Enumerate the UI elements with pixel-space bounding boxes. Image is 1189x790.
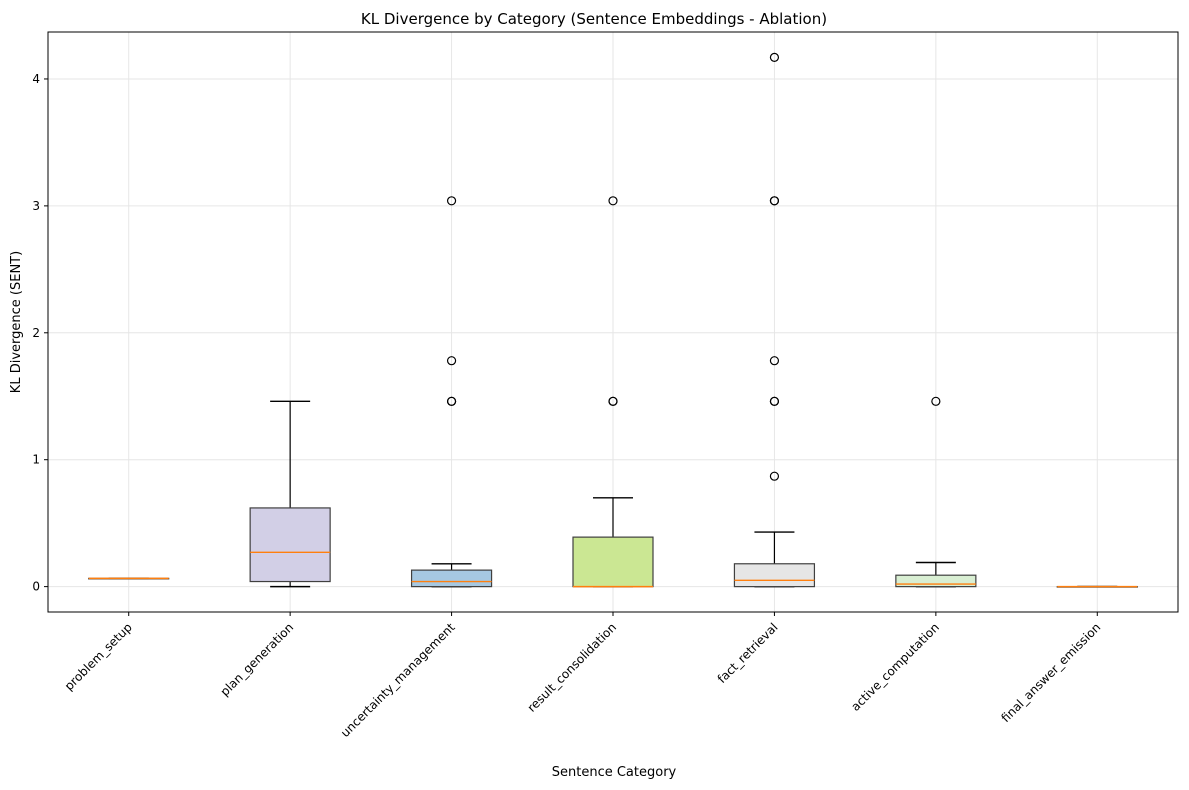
outlier-point [769,52,780,62]
y-axis-label: KL Divergence (SENT) [9,251,24,393]
x-tick-label: active_computation [848,620,942,714]
box-body [895,574,977,588]
box-body [733,563,816,588]
y-tick-label: 0 [32,580,40,594]
outlier-point [446,356,457,366]
outlier-point [769,196,780,206]
x-tick-label: result_consolidation [525,620,620,715]
y-tick-label: 1 [32,453,40,467]
box-body [572,536,654,588]
outlier-point [446,196,457,206]
x-tick-label: plan_generation [218,620,297,699]
outlier-point [769,471,780,481]
x-tick-label: fact_retrieval [715,620,781,686]
box-active-computation [895,396,977,588]
box-uncertainty-management [410,196,493,588]
box-body [410,569,493,588]
outlier-point [769,356,780,366]
x-axis: problem_setup plan_generation uncertainty_… [62,612,1103,740]
chart-title: KL Divergence by Category (Sentence Embe… [361,10,827,28]
y-tick-label: 2 [32,326,40,340]
box-final-answer-emission [1056,585,1138,588]
outlier-point [769,396,780,406]
y-tick-label: 3 [32,199,40,213]
outlier-point [608,396,618,406]
box-result-consolidation [572,196,654,588]
box-plan-generation [249,400,331,588]
boxes [88,52,1138,588]
outlier-point [608,196,618,206]
box-problem-setup [88,577,170,580]
x-axis-label: Sentence Category [552,765,677,780]
y-tick-label: 4 [32,72,40,86]
x-tick-label: final_answer_emission [998,620,1103,725]
x-tick-label: uncertainty_management [338,620,458,740]
box-body [249,507,331,583]
grid-lines [48,32,1178,612]
outlier-point [446,396,457,406]
outlier-point [931,396,941,406]
box-fact-retrieval [733,52,816,588]
x-tick-label: problem_setup [62,620,135,693]
y-axis: 0 1 2 3 4 [32,72,48,594]
